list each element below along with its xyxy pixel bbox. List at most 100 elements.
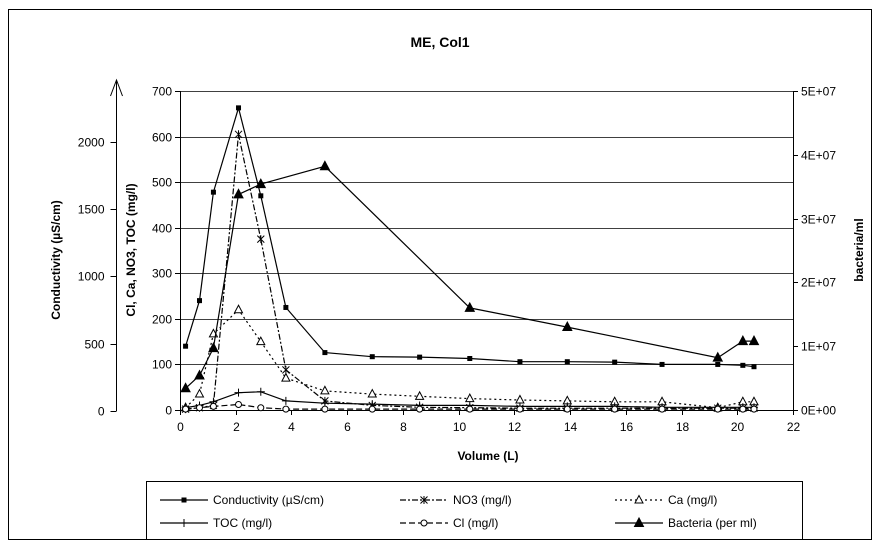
data-point [183, 343, 189, 349]
y-conductivity-tick-label: 0 [98, 405, 105, 419]
data-point [737, 335, 749, 346]
data-point [748, 335, 760, 346]
data-point [256, 235, 265, 244]
data-point [283, 304, 289, 310]
data-point [208, 342, 219, 353]
y-left-tick-label: 400 [152, 222, 172, 236]
data-point [740, 362, 746, 368]
data-point [181, 497, 187, 503]
data-point [563, 405, 571, 413]
x-tick-label: 22 [787, 420, 801, 434]
series-5 [180, 160, 760, 393]
data-point [210, 189, 216, 195]
data-point [750, 405, 758, 413]
x-tick-label: 0 [177, 420, 184, 434]
x-axis-label: Volume (L) [457, 449, 518, 463]
data-point [634, 494, 644, 504]
data-point [196, 404, 204, 412]
legend-label: TOC (mg/l) [213, 516, 272, 530]
data-point [255, 178, 267, 189]
legend-label: Ca (mg/l) [668, 493, 717, 507]
data-point [517, 359, 523, 365]
data-point [466, 405, 474, 413]
data-point [322, 350, 328, 356]
data-point [420, 496, 428, 504]
legend-label: Conductivity (µS/cm) [213, 493, 324, 507]
data-point [257, 404, 265, 412]
data-point [751, 364, 757, 370]
y-left-tick-label: 500 [152, 176, 172, 190]
data-point [612, 359, 618, 365]
legend-box [146, 481, 803, 540]
x-tick-label: 8 [400, 420, 407, 434]
chart-border [8, 9, 872, 540]
data-point [281, 372, 291, 382]
data-point [464, 301, 476, 312]
data-point [320, 385, 330, 395]
data-point [281, 396, 290, 405]
data-point [712, 351, 724, 362]
data-point [420, 519, 428, 527]
x-tick-label: 16 [620, 420, 634, 434]
data-point [194, 369, 205, 380]
x-tick-label: 6 [344, 420, 351, 434]
series-4 [182, 401, 758, 413]
data-point [233, 304, 244, 314]
y-left-axis-label: Cl, Ca, NO3, TOC (mg/l) [124, 183, 138, 316]
y-right-tick-label: 2E+07 [801, 276, 836, 290]
data-point [611, 405, 619, 413]
x-tick-label: 14 [564, 420, 578, 434]
legend-item: Bacteria (per ml) [615, 516, 757, 530]
data-point [633, 516, 645, 527]
y-left-tick-label: 100 [152, 358, 172, 372]
y-conductivity-tick-label: 1500 [78, 203, 105, 217]
data-point [417, 354, 423, 360]
legend-items: Conductivity (µS/cm) NO3 (mg/l) Ca (mg/l) T… [160, 493, 757, 530]
data-point [234, 388, 243, 397]
data-point [564, 359, 570, 365]
legend-item: NO3 (mg/l) [400, 493, 512, 507]
x-tick-label: 20 [731, 420, 745, 434]
y-right-tick-label: 5E+07 [801, 85, 836, 99]
data-point [180, 519, 188, 527]
legend-item: Ca (mg/l) [615, 493, 717, 507]
data-point [414, 390, 425, 400]
y-right-axis-label: bacteria/ml [852, 218, 866, 281]
y-left-tick-label: 200 [152, 313, 172, 327]
y-right-tick-label: 4E+07 [801, 149, 836, 163]
data-point [319, 160, 331, 171]
data-point [516, 405, 524, 413]
data-point [234, 130, 243, 139]
legend-item: TOC (mg/l) [160, 516, 272, 530]
x-tick-label: 12 [508, 420, 522, 434]
x-tick-label: 2 [233, 420, 240, 434]
data-point [235, 401, 243, 409]
data-point [368, 405, 376, 413]
y-right-tick-label: 3E+07 [801, 213, 836, 227]
data-point [236, 105, 242, 111]
data-point [658, 405, 666, 413]
data-point [416, 405, 424, 413]
data-point [739, 405, 747, 413]
data-point [715, 361, 721, 367]
y-left-tick-label: 0 [165, 404, 172, 418]
y-conductivity-axis-label: Conductivity (µS/cm) [49, 200, 63, 320]
data-point [659, 361, 665, 367]
y-left-tick-label: 700 [152, 85, 172, 99]
y-left-tick-label: 300 [152, 267, 172, 281]
data-point [197, 298, 203, 304]
legend-label: Cl (mg/l) [453, 516, 498, 530]
data-point [467, 356, 473, 362]
data-point [180, 382, 191, 393]
arrow-up-icon [110, 78, 123, 97]
x-tick-label: 4 [288, 420, 295, 434]
y-right-tick-label: 0E+00 [801, 404, 836, 418]
x-tick-label: 10 [453, 420, 467, 434]
y-conductivity-tick-label: 1000 [78, 270, 105, 284]
data-point [561, 320, 573, 332]
y-conductivity-tick-label: 2000 [78, 136, 105, 150]
y-right-tick-label: 1E+07 [801, 340, 836, 354]
data-point [321, 405, 329, 413]
x-tick-label: 18 [676, 420, 690, 434]
